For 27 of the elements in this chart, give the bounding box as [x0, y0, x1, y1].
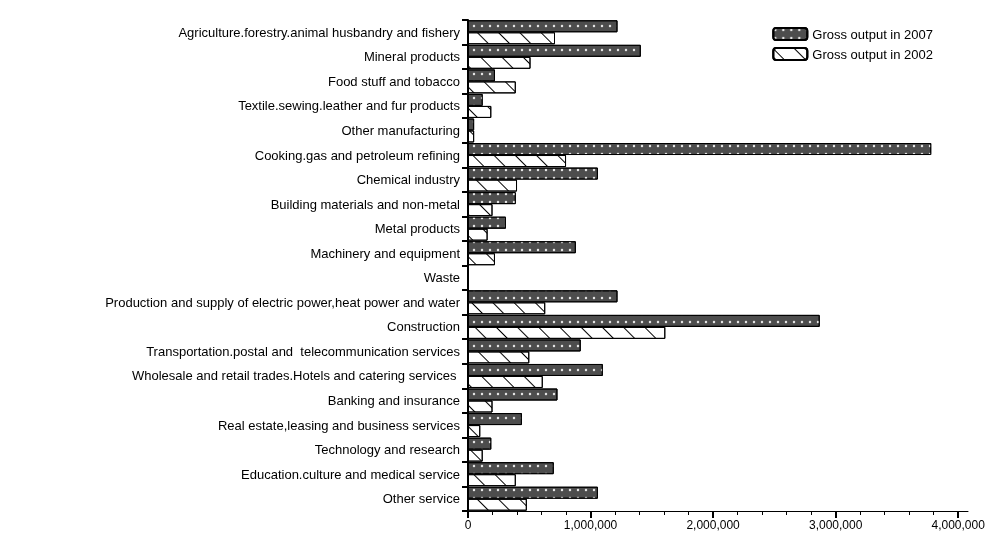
legend-label: Gross output in 2002 — [812, 46, 934, 62]
y-tick-label: Chemical industry — [356, 172, 461, 188]
y-tick-label: Technology and research — [314, 442, 460, 458]
y-tick-label: Mineral products — [363, 49, 461, 65]
y-tick-label: Waste — [423, 270, 460, 286]
x-tick-label: 0 — [464, 518, 472, 532]
y-tick-label: Education.culture and medical service — [241, 466, 460, 482]
y-tick-label: Textile.sewing.leather and fur products — [238, 98, 461, 114]
legend-label: Gross output in 2007 — [812, 26, 934, 42]
y-tick-label: Other service — [382, 491, 460, 507]
x-tick-label: 4,000,000 — [931, 518, 986, 532]
x-tick-label: 3,000,000 — [808, 518, 863, 532]
y-tick-label: Production and supply of electric power,heat power and water — [105, 294, 461, 310]
y-tick-label: Building materials and non-metal — [270, 196, 461, 212]
y-tick-label: Construction — [387, 319, 460, 335]
x-tick-label: 1,000,000 — [563, 518, 618, 532]
y-tick-label: Banking and insurance — [327, 393, 460, 409]
y-tick-label: Wholesale and retail trades.Hotels and catering services — [131, 368, 460, 384]
y-tick-label: Metal products — [374, 221, 461, 237]
x-tick-label: 2,000,000 — [686, 518, 741, 532]
y-tick-label: Cooking.gas and petroleum refining — [254, 147, 460, 163]
y-tick-label: Real estate,leasing and business services — [217, 417, 461, 433]
y-tick-label: Food stuff and tobacco — [327, 73, 460, 89]
y-tick-label: Agriculture.forestry.animal husbandry and fishery — [178, 24, 461, 40]
y-tick-label: Machinery and equipment — [310, 245, 461, 261]
y-tick-label: Other manufacturing — [341, 122, 460, 138]
y-tick-label: Transportation.postal and telecommunication services — [146, 343, 461, 359]
